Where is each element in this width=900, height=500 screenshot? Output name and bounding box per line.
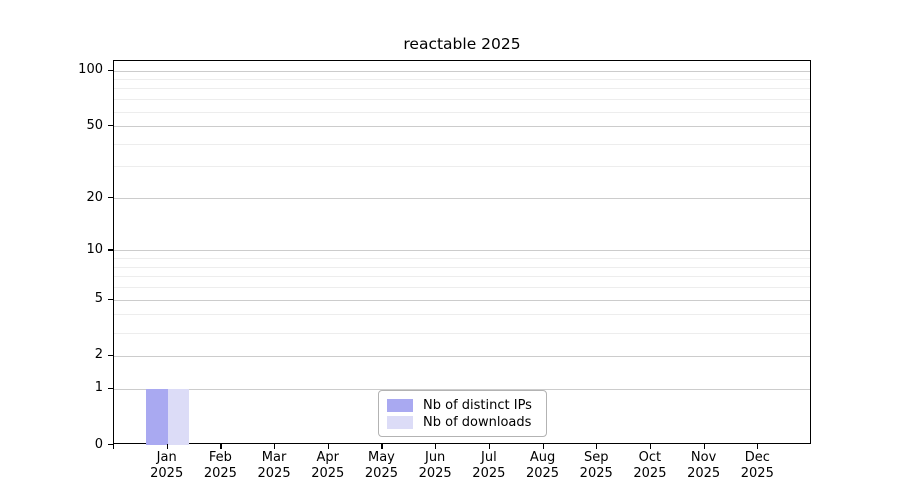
x-tick-label-mar: Mar 2025 bbox=[244, 450, 304, 482]
y-tick-mark-10 bbox=[108, 249, 113, 251]
x-tick-mark-may bbox=[381, 444, 383, 449]
bar-nb-of-distinct-ips-jan bbox=[146, 388, 168, 445]
x-tick-year: 2025 bbox=[525, 466, 560, 481]
x-tick-month: Apr bbox=[316, 450, 340, 465]
minor-gridline-90 bbox=[114, 79, 810, 81]
x-tick-month: May bbox=[368, 450, 395, 465]
y-tick-label-1: 1 bbox=[94, 380, 103, 396]
x-tick-month: Nov bbox=[690, 450, 717, 465]
y-tick-mark-100 bbox=[108, 69, 113, 71]
x-tick-mark-nov bbox=[703, 444, 705, 449]
x-tick-year: 2025 bbox=[364, 466, 398, 481]
minor-gridline-7 bbox=[114, 276, 810, 278]
y-tick-mark-1 bbox=[108, 387, 113, 389]
minor-gridline-80 bbox=[114, 88, 810, 90]
legend-swatch-distinct-ips-icon bbox=[387, 399, 413, 412]
x-tick-year: 2025 bbox=[150, 466, 184, 481]
x-tick-label-nov: Nov 2025 bbox=[674, 450, 734, 482]
minor-gridline-8 bbox=[114, 266, 810, 268]
plot-area bbox=[113, 60, 811, 445]
x-tick-month: Mar bbox=[261, 450, 287, 465]
x-tick-month: Aug bbox=[529, 450, 556, 465]
x-tick-mark-feb bbox=[220, 444, 222, 449]
x-tick-mark-dec bbox=[757, 444, 759, 449]
minor-gridline-3 bbox=[114, 332, 810, 334]
x-tick-label-jan: Jan 2025 bbox=[137, 450, 197, 482]
y-tick-label-100: 100 bbox=[78, 62, 103, 78]
x-tick-year: 2025 bbox=[579, 466, 613, 481]
x-tick-label-aug: Aug 2025 bbox=[513, 450, 573, 482]
y-tick-mark-2 bbox=[108, 354, 113, 357]
major-gridline-50 bbox=[114, 126, 810, 128]
x-tick-label-feb: Feb 2025 bbox=[190, 450, 250, 482]
x-tick-label-oct: Oct 2025 bbox=[620, 450, 680, 482]
minor-gridline-60 bbox=[114, 111, 810, 113]
x-tick-label-sep: Sep 2025 bbox=[566, 450, 626, 482]
legend: Nb of distinct IPs Nb of downloads bbox=[378, 390, 547, 437]
legend-label-distinct-ips: Nb of distinct IPs bbox=[423, 397, 532, 413]
y-tick-label-0: 0 bbox=[94, 436, 103, 452]
y-tick-label-5: 5 bbox=[94, 291, 103, 307]
y-tick-mark-50 bbox=[108, 125, 113, 127]
x-tick-label-jun: Jun 2025 bbox=[405, 450, 465, 482]
x-axis-corner-tick bbox=[113, 444, 115, 449]
x-tick-year: 2025 bbox=[311, 466, 345, 481]
x-tick-mark-apr bbox=[327, 444, 329, 449]
x-tick-month: Jan bbox=[156, 450, 177, 465]
minor-gridline-4 bbox=[114, 314, 810, 316]
x-tick-month: Sep bbox=[583, 450, 609, 465]
x-tick-label-apr: Apr 2025 bbox=[298, 450, 358, 482]
major-gridline-2 bbox=[114, 355, 810, 357]
x-tick-month: Jun bbox=[424, 450, 446, 465]
chart-title: reactable 2025 bbox=[403, 35, 521, 53]
x-tick-month: Jul bbox=[481, 450, 497, 465]
x-tick-mark-oct bbox=[649, 444, 652, 449]
x-tick-month: Oct bbox=[638, 450, 662, 465]
major-gridline-1 bbox=[114, 388, 810, 390]
major-gridline-10 bbox=[114, 250, 810, 252]
minor-gridline-6 bbox=[114, 287, 810, 289]
major-gridline-20 bbox=[114, 198, 810, 199]
y-tick-mark-0 bbox=[108, 444, 113, 446]
bar-nb-of-downloads-jan bbox=[167, 388, 190, 445]
x-tick-year: 2025 bbox=[687, 466, 721, 481]
minor-gridline-40 bbox=[114, 143, 810, 145]
x-tick-mark-aug bbox=[542, 444, 544, 449]
legend-item-downloads: Nb of downloads bbox=[387, 415, 537, 430]
legend-label-downloads: Nb of downloads bbox=[423, 414, 532, 430]
legend-swatch-downloads-icon bbox=[387, 416, 413, 429]
minor-gridline-70 bbox=[114, 99, 810, 101]
y-tick-label-2: 2 bbox=[94, 347, 103, 363]
x-tick-label-dec: Dec 2025 bbox=[727, 450, 787, 482]
x-tick-mark-mar bbox=[274, 444, 276, 449]
x-tick-mark-jan bbox=[166, 444, 168, 449]
x-tick-label-may: May 2025 bbox=[351, 450, 411, 482]
y-tick-label-50: 50 bbox=[86, 117, 103, 133]
x-tick-year: 2025 bbox=[633, 466, 667, 481]
y-tick-mark-5 bbox=[108, 298, 113, 300]
legend-item-distinct-ips: Nb of distinct IPs bbox=[387, 398, 537, 413]
x-tick-year: 2025 bbox=[203, 466, 237, 481]
x-tick-mark-jun bbox=[435, 444, 437, 449]
y-tick-label-20: 20 bbox=[86, 189, 103, 205]
minor-gridline-9 bbox=[114, 258, 810, 260]
x-tick-month: Dec bbox=[744, 450, 770, 465]
y-tick-mark-20 bbox=[108, 197, 113, 199]
x-tick-label-jul: Jul 2025 bbox=[459, 450, 519, 482]
x-tick-year: 2025 bbox=[257, 466, 291, 481]
minor-gridline-30 bbox=[114, 166, 810, 168]
x-tick-mark-sep bbox=[596, 444, 598, 449]
x-tick-year: 2025 bbox=[740, 466, 774, 481]
major-gridline-5 bbox=[114, 299, 810, 301]
x-tick-mark-jul bbox=[488, 444, 491, 449]
major-gridline-100 bbox=[114, 70, 810, 72]
x-tick-month: Feb bbox=[208, 450, 232, 465]
x-tick-year: 2025 bbox=[418, 466, 452, 481]
y-tick-label-10: 10 bbox=[86, 241, 103, 257]
x-tick-year: 2025 bbox=[472, 466, 506, 481]
